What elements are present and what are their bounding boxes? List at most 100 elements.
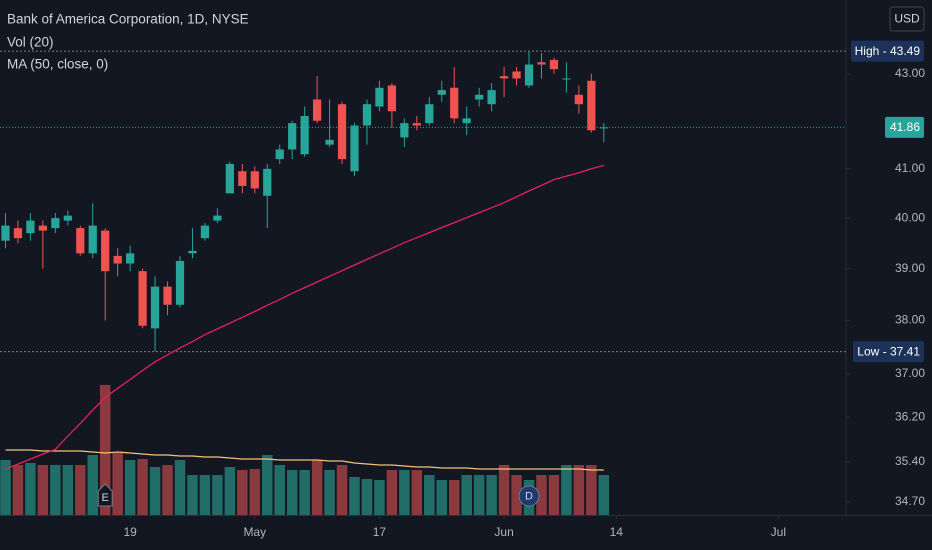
volume-bar: [0, 460, 11, 515]
volume-bar: [174, 460, 186, 515]
volume-bar: [137, 459, 148, 515]
high-label-box: [851, 40, 924, 62]
y-tick-label: 41.00: [895, 161, 925, 175]
last-price-label-box: [885, 116, 924, 138]
high-label: High - 43.49: [855, 44, 921, 58]
candle-body: [63, 215, 72, 221]
volume-bar: [536, 475, 547, 515]
candle-body: [325, 139, 334, 145]
event-marker: [97, 483, 113, 507]
volume-bar: [75, 465, 86, 515]
volume-bar: [336, 465, 348, 515]
volume-bar: [274, 465, 285, 515]
candle-body: [13, 228, 23, 239]
volume-bar: [424, 475, 435, 515]
y-tick-label: 38.00: [895, 313, 925, 327]
volume-bar: [237, 470, 248, 515]
volume-bar: [112, 453, 123, 515]
ma-line: [5, 164, 604, 470]
volume-bar: [349, 477, 360, 515]
volume-bar: [411, 470, 423, 515]
candle-body: [450, 87, 459, 119]
volume-bar: [548, 475, 560, 515]
candle-body: [512, 71, 521, 79]
x-tick-label: 19: [123, 525, 137, 539]
x-tick-label: May: [243, 525, 266, 539]
volume-bar: [262, 455, 273, 515]
candle-body: [200, 225, 210, 239]
volume-bar: [311, 460, 323, 515]
y-tick-label: 34.70: [895, 494, 925, 508]
candle-body: [175, 260, 185, 305]
volume-bar: [37, 465, 49, 515]
volume-bar: [99, 385, 111, 515]
ma-legend: MA (50, close, 0): [7, 57, 108, 72]
x-tick-label: 14: [610, 525, 624, 539]
candle-body: [88, 225, 97, 254]
volume-bar: [286, 470, 298, 515]
candle-body: [487, 90, 496, 105]
y-tick-label: 39.00: [895, 261, 925, 275]
currency-box[interactable]: [889, 6, 925, 32]
candle-body: [499, 76, 509, 79]
volume-bar: [361, 479, 373, 515]
candle-body: [250, 171, 259, 189]
volume-bar: [87, 455, 98, 515]
volume-bar: [124, 460, 136, 515]
low-label-box: [853, 341, 924, 363]
volume-bar: [511, 475, 522, 515]
candle-body: [1, 225, 10, 241]
volume-ma-line: [5, 449, 604, 471]
volume-legend: Vol (20): [7, 35, 54, 50]
x-tick-label: Jul: [771, 525, 786, 539]
candle-body: [38, 225, 47, 231]
candle-body: [375, 87, 384, 107]
candle-body: [412, 123, 421, 126]
volume-bar: [561, 465, 572, 515]
y-tick-label: 36.20: [895, 409, 925, 423]
volume-bar: [162, 465, 173, 515]
candle-body: [263, 168, 272, 196]
volume-bar: [498, 465, 510, 515]
volume-bar: [586, 465, 597, 515]
candle-body: [599, 127, 608, 129]
y-tick-label: 40.00: [895, 210, 925, 224]
candle-body: [475, 94, 484, 100]
candle-body: [337, 104, 347, 160]
candle-body: [387, 85, 397, 112]
y-tick-label: 35.40: [895, 454, 925, 468]
low-label: Low - 37.41: [857, 344, 920, 358]
y-tick-label: 43.00: [895, 66, 925, 80]
candle-body: [437, 90, 446, 95]
volume-bar: [62, 465, 74, 515]
volume-bar: [473, 475, 485, 515]
candle-body: [350, 125, 359, 172]
volume-bar: [386, 470, 398, 515]
candle-body: [312, 99, 322, 121]
volume-bar: [448, 480, 460, 515]
candle-body: [76, 228, 85, 254]
candle-body: [300, 116, 309, 155]
volume-bar: [598, 475, 610, 515]
candle-body: [275, 149, 284, 160]
candle-body: [225, 163, 234, 194]
event-marker: [518, 485, 540, 507]
volume-bar: [25, 463, 36, 515]
currency: USD: [894, 12, 920, 26]
volume-bar: [212, 475, 223, 515]
candle-body: [549, 59, 559, 70]
candle-body: [138, 271, 147, 326]
x-tick-label: 17: [373, 525, 387, 539]
candle-body: [163, 286, 172, 305]
candle-body: [288, 123, 297, 150]
candle-body: [26, 220, 35, 234]
volume-bar: [50, 465, 61, 515]
candle-body: [537, 62, 546, 65]
candle-body: [524, 64, 534, 86]
candle-body: [101, 230, 110, 272]
event-label: E: [102, 492, 109, 504]
candle-body: [425, 104, 434, 124]
